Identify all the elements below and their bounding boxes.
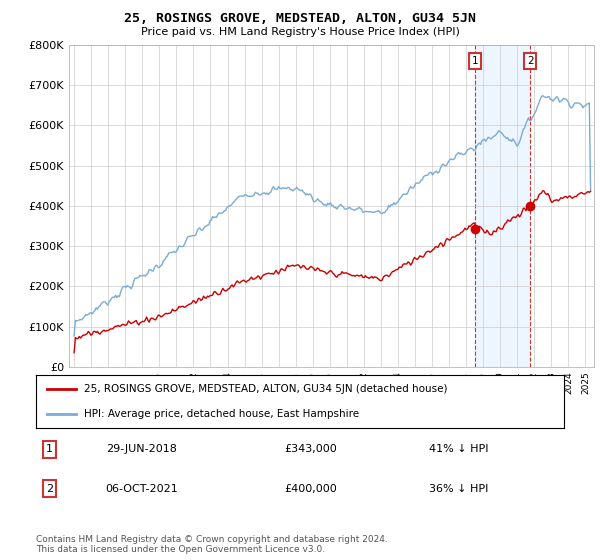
Text: 2: 2 xyxy=(527,56,533,66)
Text: 25, ROSINGS GROVE, MEDSTEAD, ALTON, GU34 5JN: 25, ROSINGS GROVE, MEDSTEAD, ALTON, GU34… xyxy=(124,12,476,25)
Text: £343,000: £343,000 xyxy=(284,445,337,454)
Text: Price paid vs. HM Land Registry's House Price Index (HPI): Price paid vs. HM Land Registry's House … xyxy=(140,27,460,37)
Text: 1: 1 xyxy=(472,56,478,66)
Text: 06-OCT-2021: 06-OCT-2021 xyxy=(105,484,178,493)
Text: £400,000: £400,000 xyxy=(284,484,337,493)
Text: 36% ↓ HPI: 36% ↓ HPI xyxy=(429,484,488,493)
Text: 2: 2 xyxy=(46,484,53,493)
Text: 25, ROSINGS GROVE, MEDSTEAD, ALTON, GU34 5JN (detached house): 25, ROSINGS GROVE, MEDSTEAD, ALTON, GU34… xyxy=(83,384,447,394)
Text: HPI: Average price, detached house, East Hampshire: HPI: Average price, detached house, East… xyxy=(83,408,359,418)
Text: 41% ↓ HPI: 41% ↓ HPI xyxy=(428,445,488,454)
Bar xyxy=(475,45,530,367)
Text: Contains HM Land Registry data © Crown copyright and database right 2024.
This d: Contains HM Land Registry data © Crown c… xyxy=(36,535,388,554)
Text: 29-JUN-2018: 29-JUN-2018 xyxy=(106,445,177,454)
Text: 1: 1 xyxy=(46,445,53,454)
